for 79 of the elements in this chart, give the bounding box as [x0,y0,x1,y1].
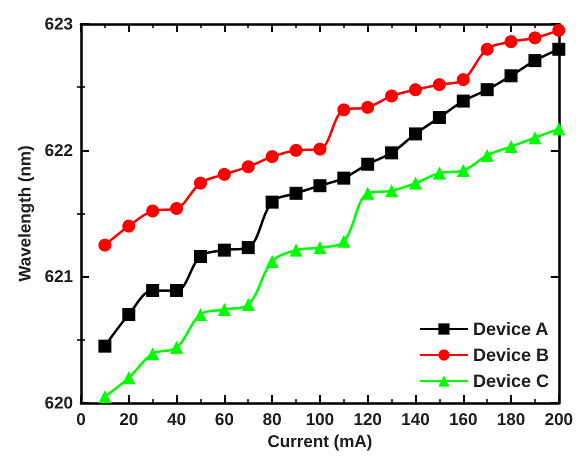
x-tick-label: 20 [119,410,138,429]
point [337,234,350,248]
point [218,168,231,181]
point [361,158,374,171]
point [122,308,136,322]
point [146,347,160,360]
point [408,176,422,190]
point [480,42,494,56]
point [528,131,542,144]
point [456,94,470,108]
point [313,142,326,156]
point [266,196,279,209]
y-tick-label: 623 [44,14,73,34]
x-tick-label: 0 [76,410,86,429]
point [480,83,494,96]
x-tick-label: 60 [214,410,234,429]
point [98,340,112,353]
x-tick-label: 120 [354,410,382,429]
point [218,303,231,316]
x-tick-label: 160 [449,410,478,429]
point [456,73,470,86]
point [385,146,398,160]
point [242,298,255,311]
x-tick-label: 180 [496,410,526,429]
point [313,241,326,254]
point [242,160,255,174]
point [266,150,279,164]
point [432,78,446,92]
point [290,186,303,200]
point [194,176,207,190]
point [432,110,446,124]
point [361,186,374,200]
x-axis-title: Current (mA) [267,432,372,451]
x-tick-label: 100 [306,410,334,429]
point [408,127,422,140]
point [385,90,398,103]
point [122,220,136,233]
point [170,340,184,354]
point [218,244,231,257]
point [290,244,303,257]
point [146,284,160,298]
point [385,184,398,198]
point [480,148,494,162]
x-tick-label: 80 [262,410,282,429]
point [170,202,184,215]
y-tick-label: 621 [44,267,73,286]
y-axis-title: Wavelength (nm) [16,145,35,282]
point [170,284,184,298]
y-tick-label: 622 [44,140,73,160]
point [194,308,207,322]
point [361,100,374,114]
point [122,371,136,384]
x-tick-label: 40 [167,410,186,429]
point [98,238,112,252]
point [194,250,207,263]
x-tick-label: 140 [401,410,430,429]
point [337,103,350,116]
point [408,83,422,96]
y-tick-label: 620 [44,394,73,412]
point [242,241,255,254]
point [552,42,566,56]
legend-label: Device A [472,319,548,339]
point [456,164,470,178]
point [504,35,518,48]
point [98,390,112,404]
point [552,122,566,136]
point [504,69,518,82]
legend-label: Device B [472,345,550,365]
point [528,54,542,68]
point [504,140,518,154]
point [337,172,350,185]
legend-label: Device C [472,371,550,391]
point [146,204,160,218]
point [528,31,542,44]
point [266,255,279,268]
point [432,166,446,180]
point [290,144,303,157]
point [313,179,326,192]
x-tick-label: 200 [544,410,574,429]
